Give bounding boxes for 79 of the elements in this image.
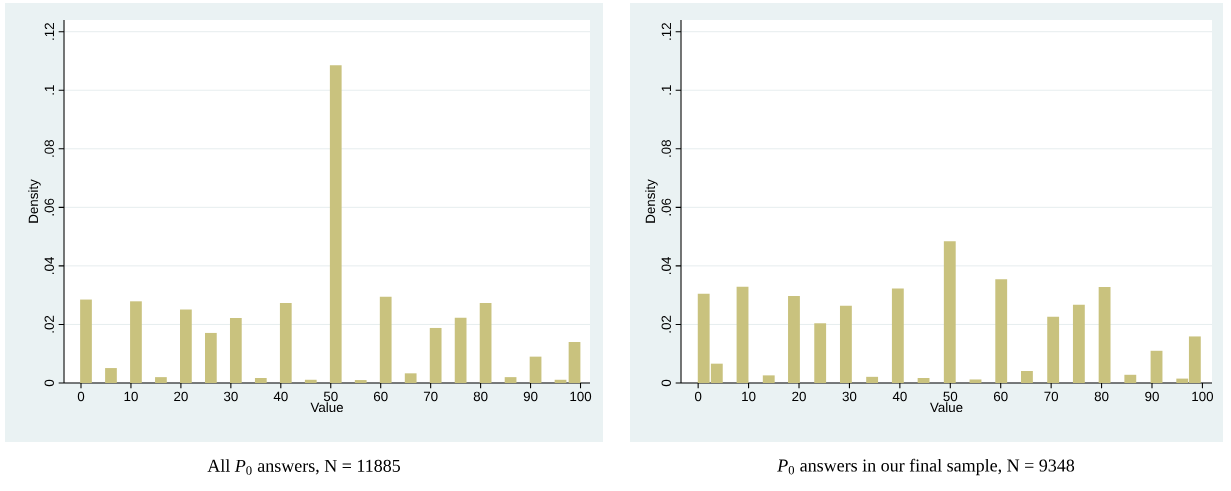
bar	[788, 296, 800, 383]
x-tick-label: 80	[1094, 391, 1109, 402]
y-tick-label: .12	[44, 23, 54, 40]
bar	[504, 377, 517, 383]
y-tick-label: .1	[661, 85, 671, 95]
x-tick-label: 20	[792, 391, 806, 402]
bar	[379, 296, 392, 383]
x-tick-label: 70	[1044, 391, 1059, 402]
bar	[155, 377, 167, 383]
y-tick-label: 0	[44, 379, 54, 387]
bar	[1150, 350, 1163, 383]
bar	[130, 301, 142, 383]
x-tick-label: 100	[570, 391, 592, 402]
bar	[1098, 286, 1111, 383]
y-tick-label: .08	[661, 140, 671, 157]
x-tick-label: 10	[124, 391, 138, 402]
y-axis-title: Density	[28, 179, 41, 223]
x-tick-label: 100	[1192, 391, 1214, 402]
x-tick-label: 10	[742, 391, 756, 402]
bar	[736, 286, 749, 383]
bar	[254, 378, 267, 383]
bar	[839, 305, 852, 383]
bar	[454, 317, 467, 383]
y-tick-label: .02	[44, 315, 54, 333]
x-tick-label: 50	[943, 391, 958, 402]
bar	[969, 379, 982, 383]
y-tick-label: 0	[661, 379, 671, 387]
x-tick-label: 60	[373, 391, 388, 402]
bar	[429, 327, 442, 383]
x-axis-title: Value	[310, 402, 343, 413]
x-tick-label: 20	[174, 391, 188, 402]
y-tick-label: .04	[661, 257, 671, 274]
x-tick-label: 80	[473, 391, 488, 402]
bar	[80, 299, 92, 383]
bar	[943, 241, 956, 383]
bar	[1072, 304, 1085, 383]
x-tick-label: 90	[523, 391, 538, 402]
bar	[205, 332, 217, 383]
bar	[891, 288, 904, 383]
x-tick-label: 90	[1145, 391, 1159, 402]
bar	[762, 375, 775, 383]
y-tick-label: .06	[661, 198, 671, 216]
bar	[105, 368, 117, 383]
x-axis-title: Value	[930, 402, 963, 413]
x-tick-label: 60	[993, 391, 1008, 402]
x-tick-label: 70	[423, 391, 438, 402]
bar	[814, 323, 827, 383]
bar	[866, 376, 879, 383]
bar	[479, 303, 492, 383]
y-tick-label: .06	[44, 198, 54, 216]
y-tick-label: .04	[44, 257, 54, 274]
bar	[329, 65, 342, 383]
bar	[568, 342, 581, 383]
bar	[1124, 374, 1137, 383]
bar	[304, 379, 317, 383]
y-tick-label: .1	[44, 85, 54, 95]
bar	[1047, 316, 1060, 383]
bar	[279, 303, 292, 383]
x-tick-label: 40	[273, 391, 288, 402]
x-tick-label: 30	[842, 391, 857, 402]
text: All P$_{0}$ answers, N = 11885	[207, 459, 401, 475]
bar	[229, 318, 242, 383]
bar	[917, 378, 930, 383]
bar	[354, 380, 367, 383]
x-tick-label: 0	[694, 391, 702, 402]
bar	[180, 309, 192, 383]
x-tick-label: 50	[323, 391, 338, 402]
x-tick-label: 0	[77, 391, 85, 402]
x-tick-label: 40	[892, 391, 907, 402]
y-tick-label: .08	[44, 140, 54, 157]
text: P$_{0}$ answers in our final sample, N = 9348	[777, 458, 1075, 476]
x-tick-label: 30	[223, 391, 238, 402]
y-tick-label: .12	[661, 23, 671, 40]
bar	[529, 356, 542, 383]
bar	[404, 373, 417, 383]
bar	[995, 279, 1008, 383]
y-axis-title: Density	[645, 179, 658, 223]
bar	[1021, 370, 1033, 383]
y-tick-label: .02	[661, 315, 671, 333]
